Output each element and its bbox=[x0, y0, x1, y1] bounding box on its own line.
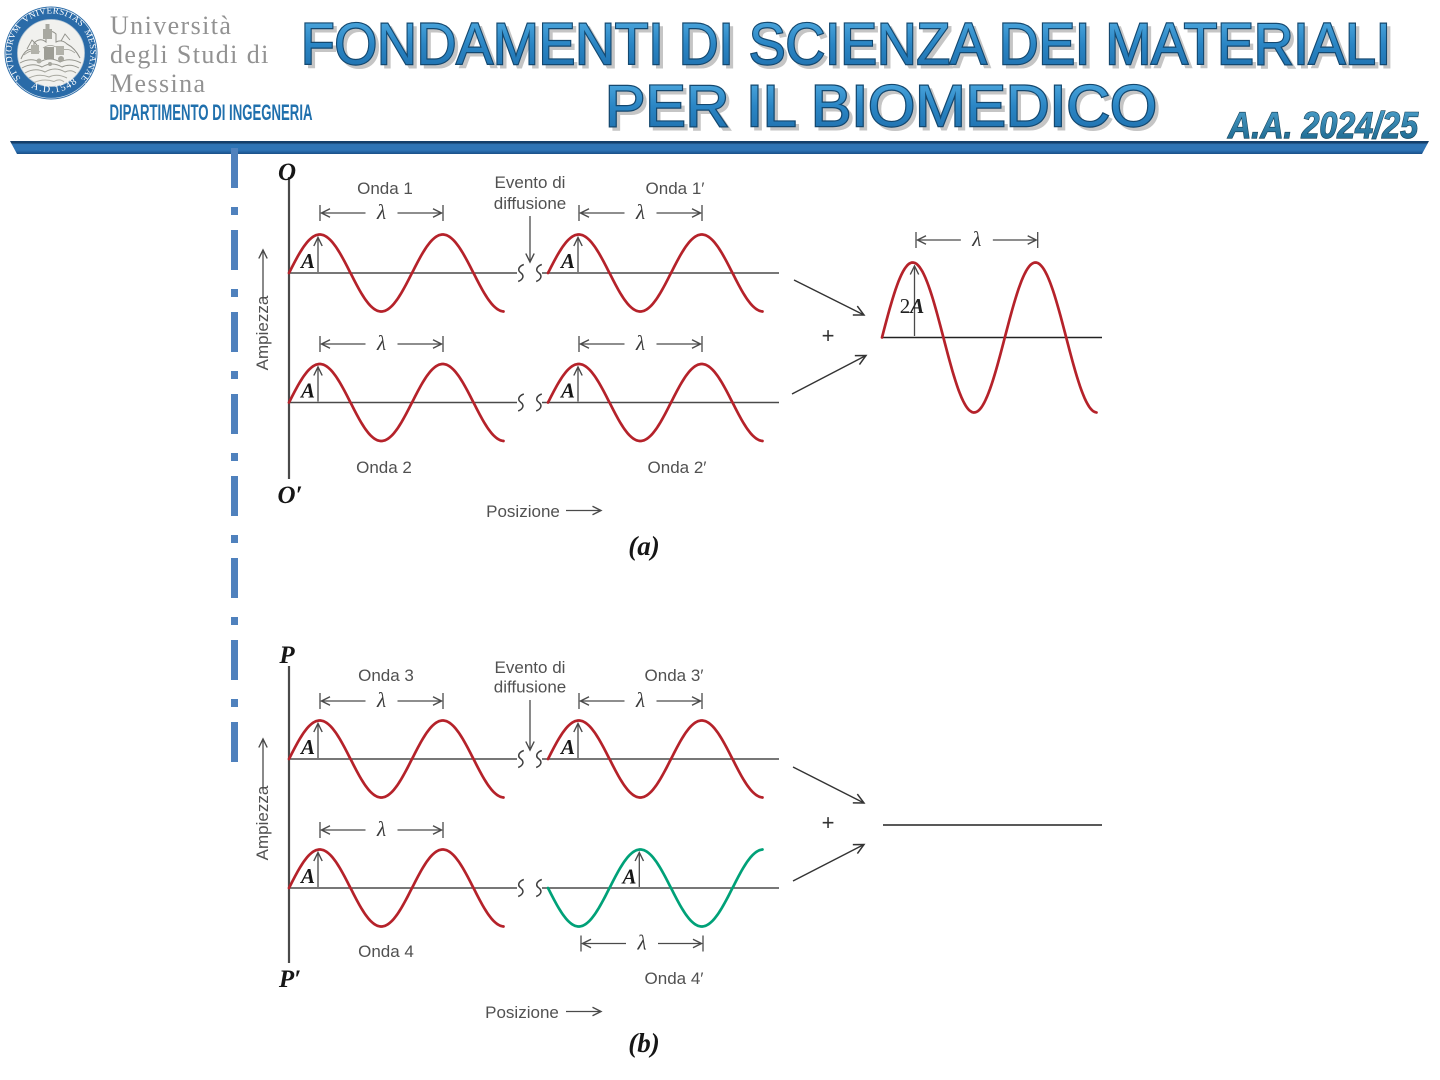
svg-text:Posizione: Posizione bbox=[486, 502, 560, 521]
svg-text:Onda 2′: Onda 2′ bbox=[648, 458, 707, 477]
svg-text:FONDAMENTI DI SCIENZA DEI MATE: FONDAMENTI DI SCIENZA DEI MATERIALI bbox=[305, 16, 1395, 81]
svg-text:λ: λ bbox=[635, 331, 645, 355]
svg-text:PER IL BIOMEDICO: PER IL BIOMEDICO bbox=[605, 74, 1157, 139]
svg-text:O′: O′ bbox=[277, 482, 302, 509]
svg-text:Onda 4: Onda 4 bbox=[358, 942, 414, 961]
svg-text:λ: λ bbox=[376, 817, 386, 841]
svg-text:A.A. 2024/25: A.A. 2024/25 bbox=[1227, 105, 1419, 146]
svg-text:+: + bbox=[822, 323, 835, 348]
svg-text:Onda 1: Onda 1 bbox=[357, 179, 413, 198]
svg-text:P′: P′ bbox=[278, 966, 301, 993]
svg-text:P: P bbox=[278, 642, 295, 669]
svg-text:A: A bbox=[559, 379, 575, 403]
svg-text:Onda 3′: Onda 3′ bbox=[645, 666, 704, 685]
svg-text:A: A bbox=[299, 735, 315, 759]
svg-text:O: O bbox=[278, 159, 296, 186]
svg-text:2A: 2A bbox=[900, 294, 925, 318]
svg-text:Evento di: Evento di bbox=[495, 173, 566, 192]
svg-text:+: + bbox=[822, 810, 835, 835]
svg-text:A: A bbox=[559, 735, 575, 759]
svg-text:λ: λ bbox=[635, 688, 645, 712]
svg-text:diffusione: diffusione bbox=[494, 194, 566, 213]
svg-text:λ: λ bbox=[635, 200, 645, 224]
svg-text:Posizione: Posizione bbox=[485, 1003, 559, 1022]
svg-text:A: A bbox=[299, 864, 315, 888]
svg-text:Onda 3: Onda 3 bbox=[358, 666, 414, 685]
svg-text:λ: λ bbox=[376, 331, 386, 355]
svg-text:Onda 2: Onda 2 bbox=[356, 458, 412, 477]
svg-text:λ: λ bbox=[376, 688, 386, 712]
svg-text:A: A bbox=[559, 249, 575, 273]
svg-text:diffusione: diffusione bbox=[494, 678, 566, 697]
svg-text:DIPARTIMENTO DI INGEGNERIA: DIPARTIMENTO DI INGEGNERIA bbox=[110, 100, 313, 125]
svg-text:PER IL BIOMEDICO: PER IL BIOMEDICO bbox=[609, 78, 1161, 143]
svg-text:Onda 1′: Onda 1′ bbox=[646, 179, 705, 198]
svg-text:λ: λ bbox=[636, 931, 646, 955]
svg-text:Onda 4′: Onda 4′ bbox=[645, 969, 704, 988]
svg-text:A: A bbox=[299, 249, 315, 273]
svg-text:Ampiezza: Ampiezza bbox=[253, 295, 272, 370]
svg-text:(a): (a) bbox=[628, 531, 659, 561]
svg-text:A: A bbox=[299, 379, 315, 403]
svg-text:Evento di: Evento di bbox=[495, 658, 566, 677]
svg-text:A: A bbox=[620, 865, 636, 889]
svg-text:(b): (b) bbox=[628, 1028, 659, 1058]
svg-text:λ: λ bbox=[376, 200, 386, 224]
svg-text:FONDAMENTI DI SCIENZA DEI MATE: FONDAMENTI DI SCIENZA DEI MATERIALI bbox=[301, 12, 1391, 77]
svg-text:Ampiezza: Ampiezza bbox=[253, 785, 272, 860]
svg-text:λ: λ bbox=[971, 227, 981, 251]
